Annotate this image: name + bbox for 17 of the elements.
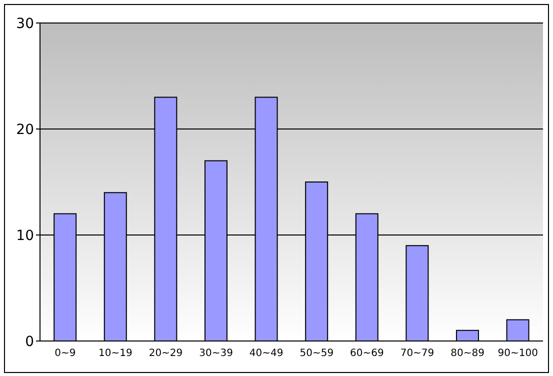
x-tick-label: 30~39: [199, 348, 233, 360]
x-tick-label: 20~29: [148, 348, 183, 360]
x-tick-label: 0~9: [54, 348, 76, 360]
bar: [406, 245, 429, 341]
x-tick-label: 10~19: [98, 348, 132, 360]
x-tick-label: 80~89: [450, 348, 484, 360]
x-tick-label: 40~49: [249, 348, 284, 360]
y-tick-label: 30: [16, 16, 34, 32]
x-tick-label: 70~79: [400, 348, 434, 360]
y-tick-label: 20: [16, 122, 34, 138]
x-tick-label: 90~100: [498, 348, 538, 360]
x-tick-label: 50~59: [300, 348, 334, 360]
bar: [456, 330, 479, 341]
y-tick-label: 0: [25, 334, 34, 350]
y-tick-label: 10: [16, 228, 34, 244]
x-tick-label: 60~69: [350, 348, 384, 360]
bar: [506, 319, 530, 341]
